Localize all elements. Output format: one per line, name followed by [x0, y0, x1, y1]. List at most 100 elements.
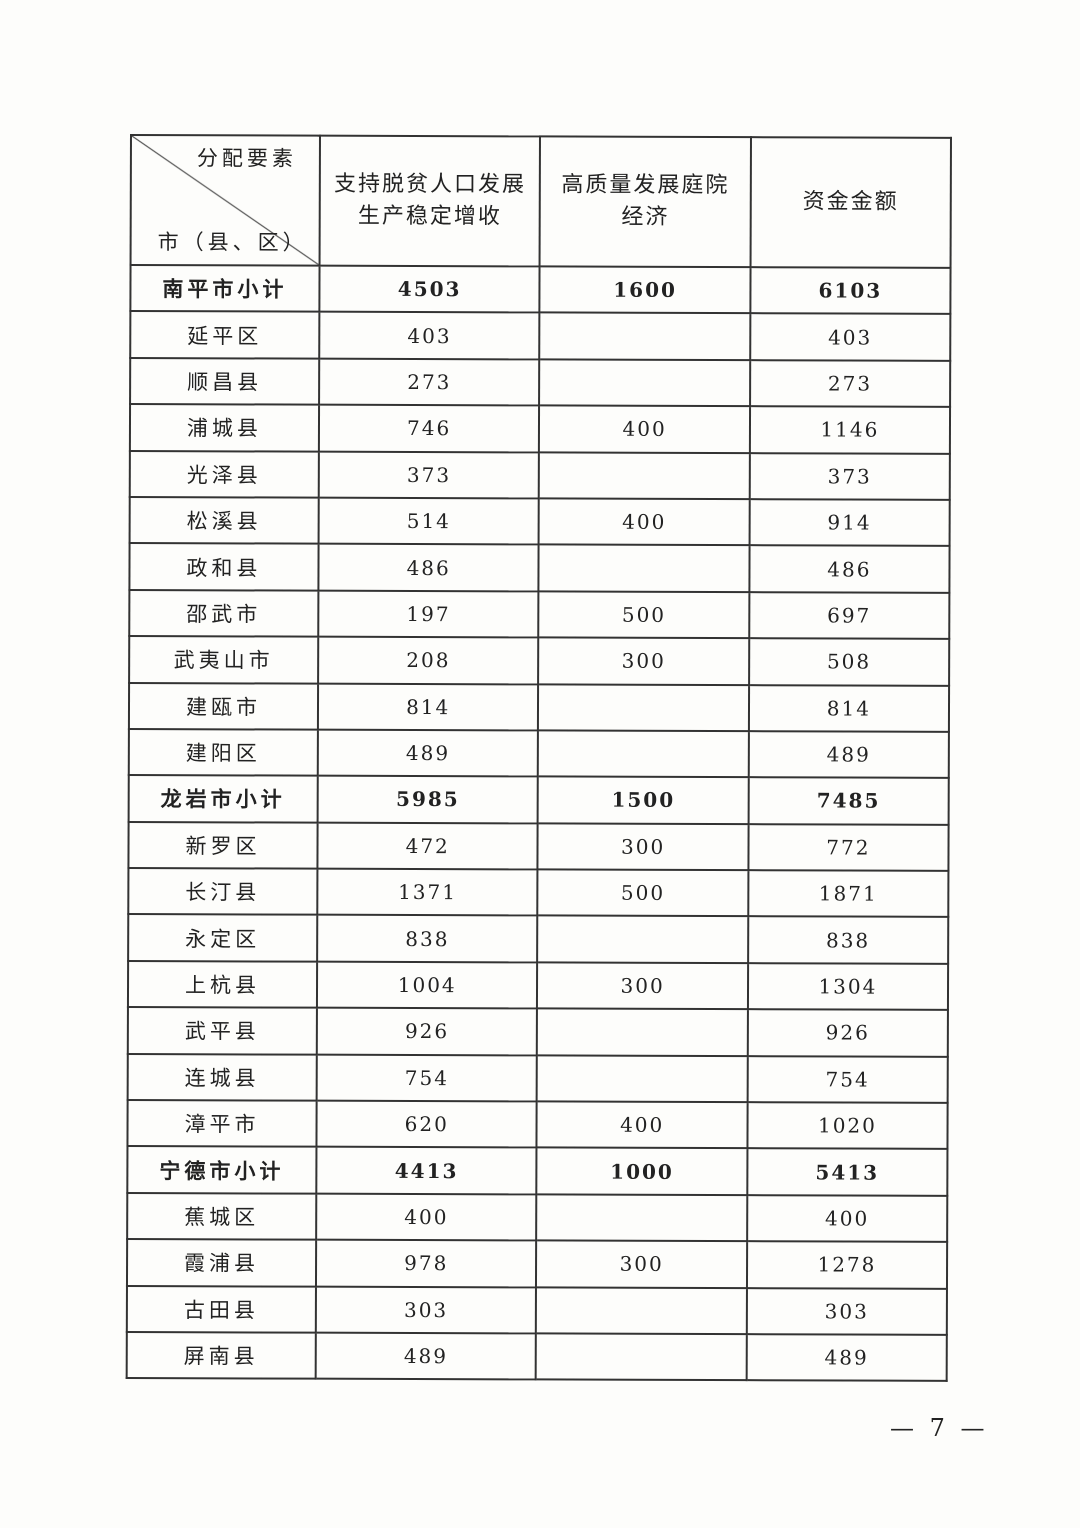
fund-amount-cell: 914	[749, 499, 950, 547]
region-name-cell: 邵武市	[129, 589, 319, 637]
courtyard-economy-cell	[539, 451, 750, 500]
courtyard-economy-cell: 300	[538, 637, 750, 685]
corner-header-cell: 分配要素 市（县、区）	[130, 135, 320, 266]
page-number: — 7 —	[890, 1414, 989, 1442]
courtyard-economy-cell	[538, 544, 750, 592]
region-name-cell: 武平县	[127, 1007, 317, 1055]
poverty-support-cell: 5985	[317, 775, 539, 824]
subtotal-row: 南平市小计 4503 1600 6103	[130, 265, 951, 315]
table-row: 松溪县 514 400 914	[129, 496, 950, 547]
table-row: 蕉城区 400 400	[127, 1192, 948, 1243]
poverty-support-cell: 273	[319, 358, 540, 406]
table-body: 南平市小计 4503 1600 6103 延平区 403 403 顺昌县 273 273 浦城县 74…	[126, 265, 951, 1382]
allocation-table: 分配要素 市（县、区） 支持脱贫人口发展生产稳定增收 高质量发展庭院经济 资金金…	[126, 134, 952, 1382]
region-name-cell: 政和县	[129, 543, 319, 591]
poverty-support-cell: 838	[317, 915, 538, 963]
table-row: 新罗区 472 300 772	[128, 821, 949, 871]
poverty-support-cell: 472	[317, 822, 539, 870]
fund-amount-cell: 754	[747, 1055, 948, 1103]
fund-amount-cell: 303	[746, 1287, 947, 1335]
courtyard-economy-cell: 1000	[536, 1147, 748, 1195]
region-name-cell: 屏南县	[126, 1331, 316, 1380]
region-name-cell: 上杭县	[127, 960, 318, 1008]
table-row: 建瓯市 814 814	[128, 682, 950, 732]
table-row: 古田县 303 303	[126, 1285, 947, 1335]
fund-amount-cell: 1278	[746, 1241, 948, 1289]
courtyard-economy-cell	[538, 683, 749, 732]
fund-amount-cell: 273	[749, 359, 951, 408]
poverty-support-cell: 746	[318, 404, 540, 452]
table-row: 光泽县 373 373	[129, 450, 950, 500]
table-row: 邵武市 197 500 697	[129, 589, 950, 639]
table-header-row: 分配要素 市（县、区） 支持脱贫人口发展生产稳定增收 高质量发展庭院经济 资金金…	[130, 135, 951, 268]
courtyard-economy-cell: 400	[539, 405, 750, 453]
poverty-support-cell: 620	[316, 1100, 538, 1148]
subtotal-row: 龙岩市小计 5985 1500 7485	[128, 775, 949, 825]
region-name-cell: 建阳区	[128, 728, 318, 776]
fund-amount-cell: 1020	[747, 1102, 948, 1150]
poverty-support-cell: 208	[318, 636, 539, 684]
table-row: 延平区 403 403	[130, 311, 951, 361]
corner-bottom-label: 市（县、区）	[157, 230, 308, 255]
fund-amount-cell: 1146	[749, 406, 951, 454]
table-row: 武夷山市 208 300 508	[129, 636, 950, 686]
table-row: 长汀县 1371 500 1871	[128, 868, 949, 918]
courtyard-economy-cell: 500	[537, 869, 749, 917]
fund-amount-cell: 489	[748, 731, 949, 779]
courtyard-economy-cell	[536, 1287, 747, 1335]
region-name-cell: 新罗区	[128, 821, 318, 869]
table-row: 霞浦县 978 300 1278	[126, 1239, 948, 1289]
region-name-cell: 建瓯市	[128, 682, 319, 730]
fund-amount-cell: 1304	[747, 963, 949, 1011]
table-row: 漳平市 620 400 1020	[127, 1100, 948, 1150]
region-name-cell: 延平区	[130, 311, 320, 359]
fund-amount-cell: 838	[747, 916, 949, 964]
poverty-support-cell: 4413	[316, 1147, 537, 1195]
fund-amount-cell: 403	[750, 313, 951, 361]
courtyard-economy-cell	[537, 915, 749, 964]
region-name-cell: 南平市小计	[130, 265, 320, 313]
region-name-cell: 顺昌县	[130, 357, 320, 405]
region-name-cell: 龙岩市小计	[128, 775, 318, 823]
poverty-support-cell: 403	[319, 312, 540, 360]
region-name-cell: 松溪县	[129, 496, 319, 545]
courtyard-economy-cell: 1500	[538, 776, 749, 824]
poverty-support-cell: 754	[316, 1054, 538, 1102]
courtyard-economy-cell: 500	[538, 591, 750, 639]
table-row: 顺昌县 273 273	[130, 357, 951, 408]
table-row: 武平县 926 926	[127, 1007, 948, 1057]
poverty-support-cell: 1004	[316, 961, 538, 1009]
poverty-support-cell: 978	[315, 1239, 537, 1288]
courtyard-economy-cell	[537, 1055, 748, 1103]
fund-amount-cell: 926	[747, 1009, 948, 1057]
courtyard-economy-cell	[539, 359, 751, 407]
corner-top-label: 分配要素	[196, 146, 297, 171]
table-row: 屏南县 489 489	[126, 1331, 947, 1382]
courtyard-economy-cell: 400	[539, 498, 750, 546]
column-header: 高质量发展庭院经济	[540, 136, 751, 268]
subtotal-row: 宁德市小计 4413 1000 5413	[127, 1146, 948, 1196]
courtyard-economy-cell	[539, 312, 751, 360]
column-header: 支持脱贫人口发展生产稳定增收	[319, 135, 541, 267]
table-row: 浦城县 746 400 1146	[129, 404, 951, 454]
region-name-cell: 光泽县	[129, 450, 319, 498]
fund-amount-cell: 489	[746, 1334, 947, 1382]
fund-amount-cell: 486	[749, 545, 950, 593]
region-name-cell: 武夷山市	[129, 636, 319, 684]
poverty-support-cell: 514	[318, 497, 540, 545]
table-row: 上杭县 1004 300 1304	[127, 960, 949, 1011]
fund-amount-cell: 6103	[750, 267, 951, 315]
table-row: 政和县 486 486	[129, 543, 950, 593]
fund-amount-cell: 5413	[747, 1148, 948, 1196]
courtyard-economy-cell	[536, 1194, 748, 1242]
region-name-cell: 霞浦县	[126, 1239, 317, 1287]
poverty-support-cell: 814	[317, 683, 539, 731]
region-name-cell: 连城县	[127, 1053, 317, 1101]
region-name-cell: 蕉城区	[127, 1192, 317, 1240]
fund-amount-cell: 697	[749, 591, 950, 639]
fund-amount-cell: 373	[749, 452, 950, 500]
fund-amount-cell: 508	[748, 638, 950, 686]
poverty-support-cell: 926	[316, 1007, 538, 1056]
courtyard-economy-cell	[538, 730, 749, 778]
fund-amount-cell: 1871	[748, 870, 949, 918]
